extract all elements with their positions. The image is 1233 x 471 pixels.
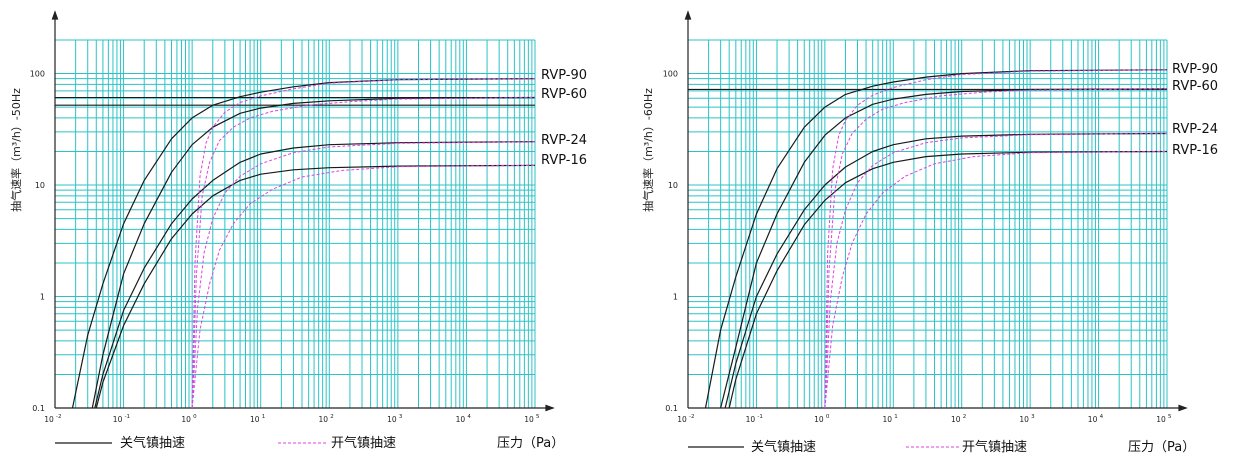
x-tick-label: 10 [746, 415, 756, 424]
open-ballast-curve [191, 141, 536, 409]
grid [54, 39, 536, 409]
legend-closed-label: 关气镇抽速 [751, 439, 816, 455]
x-axis-arrow [1178, 404, 1188, 412]
x-axis-title: 压力（Pa） [497, 436, 564, 451]
closed-ballast-curve-rvp-60 [720, 88, 1168, 409]
y-axis-arrow [684, 10, 692, 20]
open-ballast-curve [824, 133, 1168, 409]
series-label-rvp-16: RVP-16 [541, 153, 587, 168]
x-tick-label: 10 [883, 415, 893, 424]
y-tick-label: 1 [673, 293, 678, 302]
x-tick-label: 10 [951, 415, 961, 424]
x-tick-exponent: 3 [1031, 414, 1035, 420]
x-tick-exponent: 2 [963, 414, 967, 420]
open-ballast-curve [824, 151, 1168, 409]
x-tick-label: 10 [1019, 415, 1029, 424]
series-curves [71, 78, 536, 409]
x-tick-exponent: 2 [330, 414, 334, 420]
axes [684, 10, 1188, 412]
x-tick-exponent: 0 [826, 414, 830, 420]
y-axis-title: 抽气速率（m³/h）-60Hz [641, 88, 655, 212]
x-tick-label: 10 [524, 415, 534, 424]
series-label-rvp-60: RVP-60 [1172, 79, 1218, 94]
x-tick-exponent: -2 [689, 414, 694, 420]
y-axis-arrow [51, 10, 59, 20]
closed-ballast-curve-rvp-24 [724, 132, 1168, 409]
grid [687, 39, 1168, 409]
y-tick-label: 10 [35, 181, 45, 190]
x-tick-label: 10 [250, 415, 260, 424]
series-label-rvp-24: RVP-24 [1172, 122, 1218, 137]
x-tick-exponent: 3 [399, 414, 403, 420]
x-tick-exponent: 1 [262, 414, 266, 420]
y-tick-label: 100 [30, 70, 45, 79]
closed-ballast-curve-rvp-90 [71, 78, 536, 409]
x-axis-arrow [545, 404, 555, 412]
series-label-rvp-16: RVP-16 [1172, 143, 1218, 158]
legend-open-label: 开气镇抽速 [962, 439, 1027, 455]
y-tick-label: 100 [663, 70, 678, 79]
x-tick-exponent: -1 [757, 414, 762, 420]
legend-closed-label: 关气镇抽速 [120, 435, 185, 451]
series-label-rvp-90: RVP-90 [1172, 62, 1218, 77]
x-axis-title: 压力（Pa） [1128, 440, 1195, 455]
x-tick-exponent: 1 [894, 414, 898, 420]
x-tick-exponent: 5 [536, 414, 540, 420]
x-tick-label: 10 [456, 415, 466, 424]
y-axis-title: 抽气速率（m³/h）-50Hz [9, 88, 23, 212]
series-label-rvp-24: RVP-24 [541, 133, 587, 148]
closed-ballast-curve-rvp-16 [728, 150, 1168, 409]
x-tick-exponent: -1 [125, 414, 130, 420]
x-tick-label: 10 [1156, 415, 1166, 424]
y-tick-label: 10 [668, 181, 678, 190]
legend-open-label: 开气镇抽速 [331, 435, 396, 451]
series-label-rvp-60: RVP-60 [541, 87, 587, 102]
series-label-rvp-90: RVP-90 [541, 68, 587, 83]
legend: 关气镇抽速 开气镇抽速 压力（Pa） [688, 439, 1195, 455]
y-tick-label: 1 [40, 293, 45, 302]
open-ballast-curve [824, 88, 1168, 409]
x-tick-exponent: -2 [56, 414, 61, 420]
y-tick-label: 0.1 [32, 404, 45, 413]
open-ballast-curve [191, 78, 536, 409]
legend: 关气镇抽速 开气镇抽速 压力（Pa） [55, 435, 564, 451]
x-tick-exponent: 4 [467, 414, 471, 420]
x-tick-label: 10 [387, 415, 397, 424]
closed-ballast-curve-rvp-90 [704, 69, 1168, 409]
x-tick-label: 10 [677, 415, 687, 424]
axes [51, 10, 555, 412]
x-tick-label: 10 [44, 415, 54, 424]
series-curves [704, 69, 1168, 409]
x-tick-label: 10 [319, 415, 329, 424]
x-tick-label: 10 [181, 415, 191, 424]
closed-ballast-curve-rvp-24 [94, 141, 536, 409]
x-tick-label: 10 [814, 415, 824, 424]
closed-ballast-curve-rvp-16 [95, 164, 536, 409]
x-tick-exponent: 5 [1168, 414, 1172, 420]
open-ballast-curve [824, 69, 1168, 409]
y-tick-label: 0.1 [665, 404, 678, 413]
x-tick-exponent: 0 [193, 414, 197, 420]
x-tick-label: 10 [113, 415, 123, 424]
open-ballast-curve [191, 164, 536, 409]
x-tick-exponent: 4 [1100, 414, 1104, 420]
x-tick-label: 10 [1088, 415, 1098, 424]
